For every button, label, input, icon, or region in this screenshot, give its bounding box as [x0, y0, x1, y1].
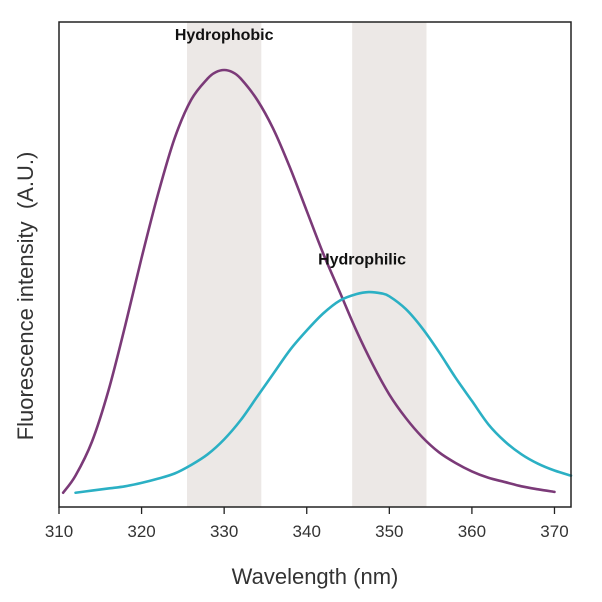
series-lines — [61, 68, 573, 495]
shaded-bands — [187, 22, 427, 507]
x-tick-label: 370 — [540, 522, 568, 541]
x-axis-ticks: 310 320 330 340 350 360 370 — [45, 507, 569, 541]
plot-frame — [58, 21, 572, 508]
y-axis-title: Fluorescence intensity (A.U.) — [13, 152, 38, 441]
series-line-hydrophilic — [74, 290, 573, 495]
annotation-hydrophilic: Hydrophilic — [318, 251, 406, 268]
series-line-hydrophobic — [61, 68, 556, 495]
x-tick-label: 310 — [45, 522, 73, 541]
x-tick-label: 330 — [210, 522, 238, 541]
x-tick-label: 350 — [375, 522, 403, 541]
x-axis-title: Wavelength (nm) — [232, 564, 399, 589]
annotation-hydrophobic: Hydrophobic — [175, 27, 274, 44]
x-tick-label: 340 — [293, 522, 321, 541]
x-tick-label: 320 — [127, 522, 155, 541]
hydrophobic-band — [187, 22, 262, 507]
annotations: Hydrophobic Hydrophilic — [175, 27, 406, 268]
x-tick-label: 360 — [458, 522, 486, 541]
